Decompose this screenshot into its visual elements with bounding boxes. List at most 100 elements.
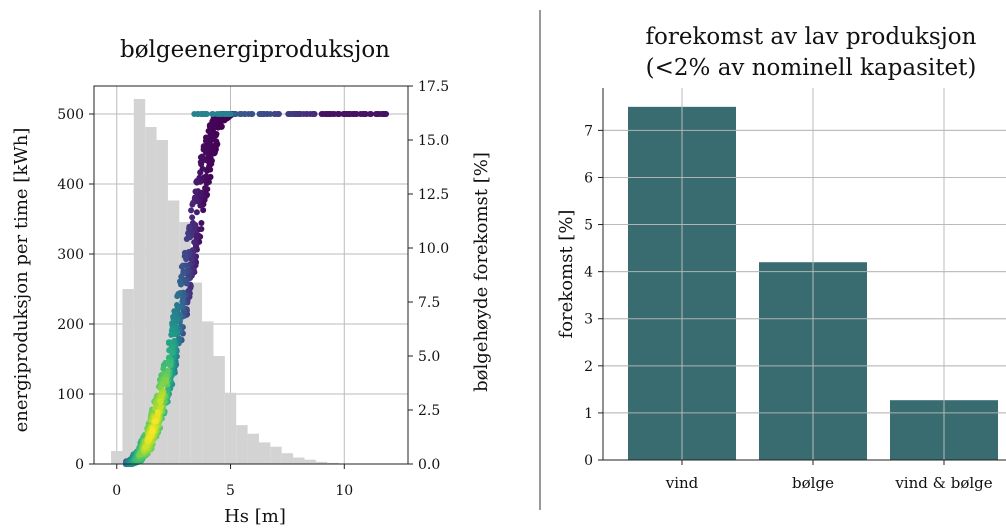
left-y-tick-label: 100 <box>57 387 84 403</box>
scatter-point <box>256 111 263 117</box>
histogram-bar <box>281 453 294 464</box>
histogram-bar <box>258 442 271 464</box>
histogram-bar <box>145 127 157 464</box>
scatter-point <box>142 443 149 450</box>
left-chart-title: bølgeenergiproduksjon <box>120 37 390 63</box>
scatter-point <box>189 201 196 208</box>
histogram-bar <box>247 433 259 464</box>
histogram-bar <box>304 459 316 464</box>
scatter-point <box>222 111 229 117</box>
scatter-point <box>178 263 185 270</box>
left-y-right-axis-label: bølgehøyde forekomst [%] <box>471 152 492 392</box>
scatter-point <box>149 427 156 434</box>
right-y-tick-label: 1 <box>584 406 593 422</box>
scatter-point <box>173 302 180 309</box>
scatter-point <box>204 167 211 174</box>
scatter-point <box>154 409 161 416</box>
histogram-bar <box>111 451 123 464</box>
scatter-point <box>174 293 181 300</box>
scatter-point <box>166 362 173 369</box>
scatter-point <box>197 169 204 176</box>
histogram-bar <box>179 222 191 464</box>
left-y-right-tick-label: 0.0 <box>418 457 440 473</box>
left-histogram <box>111 98 339 465</box>
scatter-point <box>189 219 196 226</box>
left-y-tick-label: 0 <box>75 457 84 473</box>
left-x-tick-label: 5 <box>226 483 235 499</box>
left-y-tick-label: 200 <box>57 317 84 333</box>
scatter-point <box>200 146 207 153</box>
scatter-point <box>193 209 200 216</box>
scatter-point <box>200 207 207 214</box>
histogram-bar <box>236 425 248 464</box>
left-y-right-tick-label: 5.0 <box>418 349 440 365</box>
scatter-point <box>160 365 167 372</box>
scatter-point <box>372 111 379 117</box>
low-production-chart: forekomst av lav produksjon (<2% av nomi… <box>556 24 1006 492</box>
right-x-ticks: vind bølge vind & bølge <box>665 460 993 492</box>
scatter-point <box>206 123 213 130</box>
right-x-tick-label: vind & bølge <box>894 474 992 492</box>
right-y-ticks: 0 1 2 3 4 5 6 7 <box>584 123 603 469</box>
scatter-point <box>319 111 326 117</box>
scatter-point <box>366 111 373 117</box>
right-y-tick-label: 2 <box>584 359 593 375</box>
scatter-point <box>152 418 159 425</box>
left-y-axis-label: energiproduksjon per time [kWh] <box>11 128 32 433</box>
scatter-point <box>205 127 212 134</box>
scatter-point <box>146 434 153 441</box>
scatter-point <box>188 207 195 214</box>
scatter-point <box>198 220 205 227</box>
scatter-point <box>335 111 342 117</box>
left-x-axis-label: Hs [m] <box>224 506 286 527</box>
scatter-point <box>362 111 369 117</box>
right-y-tick-label: 4 <box>584 265 593 281</box>
histogram-bar <box>327 462 339 464</box>
scatter-point <box>179 298 186 305</box>
right-y-tick-label: 7 <box>584 123 593 139</box>
left-y-right-tick-label: 15.0 <box>418 133 449 149</box>
left-x-tick-label: 10 <box>335 483 353 499</box>
histogram-bar <box>122 289 134 464</box>
right-x-tick-label: bølge <box>792 474 834 492</box>
histogram-bar <box>202 321 214 464</box>
scatter-point <box>197 154 204 161</box>
scatter-point <box>193 234 200 241</box>
right-y-tick-label: 5 <box>584 218 593 234</box>
right-x-tick-label: vind <box>665 474 699 492</box>
histogram-bar <box>133 98 146 465</box>
left-x-ticks: 0 5 10 <box>112 464 353 499</box>
right-y-tick-label: 0 <box>584 453 593 469</box>
scatter-point <box>162 378 169 385</box>
scatter-point <box>188 256 195 263</box>
scatter-point <box>191 239 198 246</box>
left-y-tick-label: 300 <box>57 247 84 263</box>
right-y-tick-label: 3 <box>584 312 593 328</box>
scatter-point <box>168 331 175 338</box>
histogram-bar <box>156 140 168 464</box>
scatter-point <box>271 111 278 117</box>
scatter-point <box>192 188 199 195</box>
scatter-point <box>178 273 185 280</box>
histogram-bar <box>213 356 225 464</box>
scatter-point <box>202 111 209 117</box>
left-y-tick-label: 400 <box>57 177 84 193</box>
scatter-point <box>166 347 173 354</box>
histogram-bar <box>190 282 203 464</box>
left-y-right-tick-label: 12.5 <box>418 187 449 203</box>
left-scatter <box>122 111 390 467</box>
histogram-bar <box>315 461 328 464</box>
scatter-point <box>193 179 200 186</box>
left-y-ticks: 0 100 200 300 400 500 <box>57 107 94 473</box>
right-chart-title-line1: forekomst av lav produksjon <box>646 24 977 50</box>
scatter-point <box>189 214 196 221</box>
scatter-point <box>176 278 183 285</box>
scatter-point <box>181 253 188 260</box>
left-y-right-tick-label: 7.5 <box>418 295 440 311</box>
left-y-right-ticks: 0.0 2.5 5.0 7.5 10.0 12.5 15.0 17.5 <box>408 79 449 473</box>
scatter-point <box>197 159 204 166</box>
histogram-bar <box>270 446 282 464</box>
scatter-point <box>383 111 390 117</box>
scatter-point <box>185 230 192 237</box>
